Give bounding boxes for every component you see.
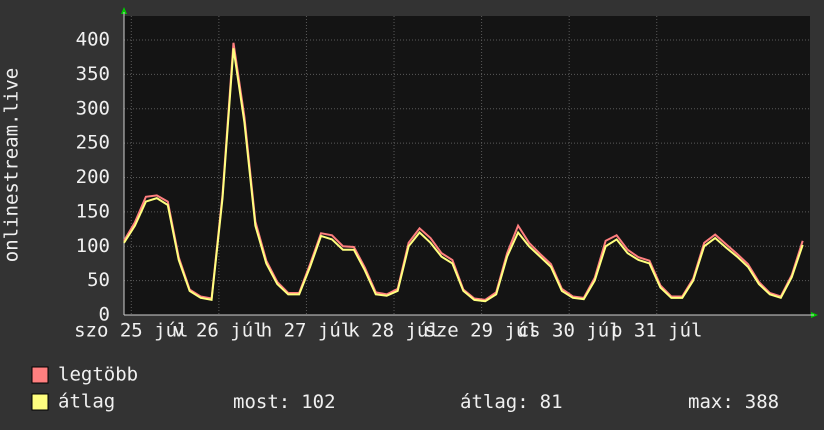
y-tick-label: 150 [76, 200, 110, 222]
y-tick-label: 0 [99, 304, 110, 326]
stat-label: átlag: [460, 391, 529, 413]
x-tick-label: k 28 júl [348, 320, 440, 342]
series-line [123, 48, 804, 303]
stat: átlag: 81 [460, 391, 563, 413]
y-tick-label: 100 [76, 235, 110, 257]
stat-value: 102 [301, 391, 335, 413]
legend-swatch [31, 393, 49, 411]
stat-label: most: [233, 391, 290, 413]
legend-label: legtöbb [58, 364, 138, 386]
x-tick-label: v 26 júl [173, 320, 265, 342]
x-tick-label: p 31 júl [611, 320, 703, 342]
x-tick-label: cs 30 júl [518, 320, 621, 342]
x-tick-label: szo 25 júl [74, 320, 188, 342]
legend-swatch [31, 366, 49, 384]
stat-value: 388 [745, 391, 779, 413]
x-tick-label: h 27 júl [261, 320, 353, 342]
legend-label: átlag [58, 391, 115, 413]
y-tick-label: 50 [87, 269, 110, 291]
y-tick-label: 200 [76, 166, 110, 188]
y-tick-label: 350 [76, 63, 110, 85]
y-axis-label: onlinestream.live [1, 68, 23, 262]
x-tick-label: sze 29 júl [424, 320, 538, 342]
axis-arrow [811, 312, 818, 318]
plot-area [124, 16, 810, 315]
y-tick-label: 250 [76, 132, 110, 154]
stat-value: 81 [540, 391, 563, 413]
axis-arrow [121, 7, 127, 14]
y-tick-label: 400 [76, 29, 110, 51]
y-tick-label: 300 [76, 97, 110, 119]
stat-label: max: [688, 391, 734, 413]
stat: max: 388 [688, 391, 779, 413]
stat: most: 102 [233, 391, 336, 413]
